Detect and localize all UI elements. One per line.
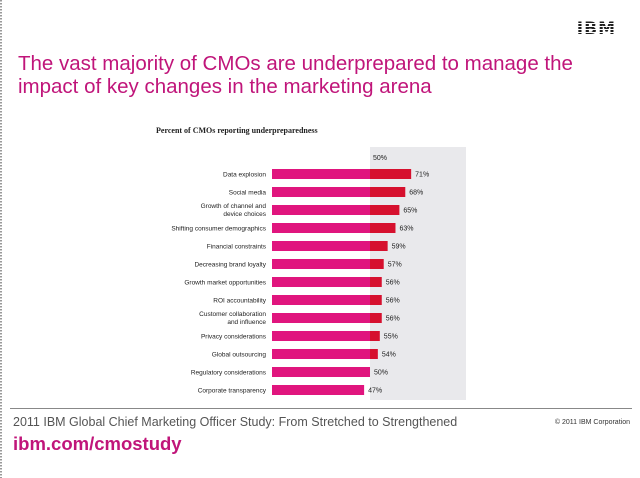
footer-divider bbox=[10, 408, 632, 409]
footer-study-title: 2011 IBM Global Chief Marketing Officer … bbox=[13, 415, 458, 429]
category-label: ROI accountability bbox=[213, 298, 266, 305]
category-label: Social media bbox=[229, 190, 267, 197]
bar-above-reference bbox=[370, 223, 396, 233]
bar-above-reference bbox=[370, 259, 384, 269]
category-label: device choices bbox=[223, 211, 266, 218]
category-label: Global outsourcing bbox=[212, 352, 267, 359]
category-label: Customer collaboration bbox=[199, 311, 266, 318]
value-label: 50% bbox=[374, 370, 388, 377]
category-label: and influence bbox=[227, 319, 266, 326]
bar-above-reference bbox=[370, 349, 378, 359]
category-label: Corporate transparency bbox=[198, 388, 267, 395]
bar-base bbox=[272, 331, 370, 341]
bar-above-reference bbox=[370, 205, 400, 215]
value-label: 65% bbox=[403, 208, 417, 215]
category-label: Financial constraints bbox=[207, 244, 267, 251]
value-label: 56% bbox=[386, 316, 400, 323]
bars-group: Data explosion 71% Social media 68% Growth o… bbox=[171, 169, 429, 395]
reference-label: 50% bbox=[373, 155, 387, 162]
footer-copyright: © 2011 IBM Corporation bbox=[554, 419, 630, 426]
bar-base bbox=[272, 385, 365, 395]
category-label: Shifting consumer demographics bbox=[171, 226, 266, 233]
category-label: Regulatory considerations bbox=[191, 370, 267, 377]
value-label: 47% bbox=[368, 388, 382, 395]
left-border bbox=[0, 0, 2, 478]
value-label: 68% bbox=[409, 190, 423, 197]
bar-base bbox=[272, 313, 370, 323]
category-label: Growth market opportunities bbox=[184, 280, 266, 287]
bar-base bbox=[272, 259, 370, 269]
bar-base bbox=[272, 295, 370, 305]
footer-url-link[interactable]: ibm.com/cmostudy bbox=[13, 433, 182, 454]
chart-title: Percent of CMOs reporting underpreparedn… bbox=[156, 126, 318, 135]
bar-above-reference bbox=[370, 295, 382, 305]
bar-base bbox=[272, 241, 370, 251]
category-label: Data explosion bbox=[223, 172, 266, 179]
bar-base bbox=[272, 187, 370, 197]
value-label: 63% bbox=[399, 226, 413, 233]
reference-band bbox=[370, 147, 466, 400]
category-label: Decreasing brand loyalty bbox=[194, 262, 266, 269]
value-label: 57% bbox=[388, 262, 402, 269]
slide-title: The vast majority of CMOs are underprepa… bbox=[18, 52, 573, 98]
value-label: 54% bbox=[382, 352, 396, 359]
bar-base bbox=[272, 223, 370, 233]
value-label: 71% bbox=[415, 172, 429, 179]
category-label: Growth of channel and bbox=[201, 203, 267, 210]
bar-base bbox=[272, 169, 370, 179]
bar-above-reference bbox=[370, 187, 406, 197]
bar-base bbox=[272, 367, 370, 377]
value-label: 55% bbox=[384, 334, 398, 341]
category-label: Privacy considerations bbox=[201, 334, 267, 341]
bar-base bbox=[272, 277, 370, 287]
bar-above-reference bbox=[370, 313, 382, 323]
value-label: 59% bbox=[392, 244, 406, 251]
value-label: 56% bbox=[386, 280, 400, 287]
bar-base bbox=[272, 205, 370, 215]
bar-above-reference bbox=[370, 331, 380, 341]
bar-base bbox=[272, 349, 370, 359]
value-label: 56% bbox=[386, 298, 400, 305]
bar-above-reference bbox=[370, 241, 388, 251]
bar-above-reference bbox=[370, 169, 412, 179]
bar-above-reference bbox=[370, 277, 382, 287]
